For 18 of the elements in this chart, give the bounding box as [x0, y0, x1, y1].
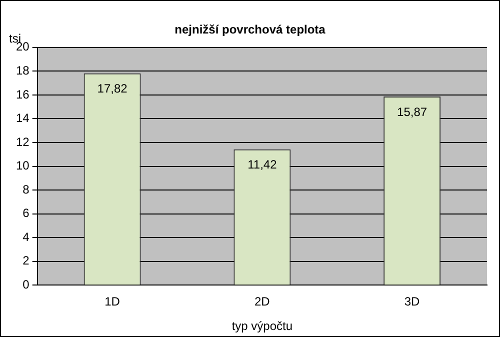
y-tick-label: 2	[22, 254, 30, 268]
x-axis-title: typ výpočtu	[232, 319, 293, 334]
y-tick-label: 14	[16, 111, 30, 126]
y-tick-label: 18	[16, 63, 30, 78]
x-tick-label: 2D	[254, 294, 270, 309]
y-tick-label: 12	[16, 134, 30, 149]
y-tick-label: 4	[22, 230, 30, 244]
data-label: 15,87	[397, 104, 428, 119]
y-tick-label: 0	[22, 278, 30, 292]
y-tick-label: 10	[16, 158, 30, 173]
x-tick-label: 1D	[104, 294, 120, 309]
chart-title: nejnižší povrchová teplota	[174, 22, 326, 37]
x-tick-label: 3D	[404, 294, 420, 309]
y-tick-label: 8	[22, 182, 30, 196]
y-tick-label: 16	[16, 87, 30, 102]
y-tick-label: 6	[22, 206, 30, 220]
data-label: 11,42	[248, 158, 278, 172]
data-label: 17,82	[97, 82, 128, 96]
